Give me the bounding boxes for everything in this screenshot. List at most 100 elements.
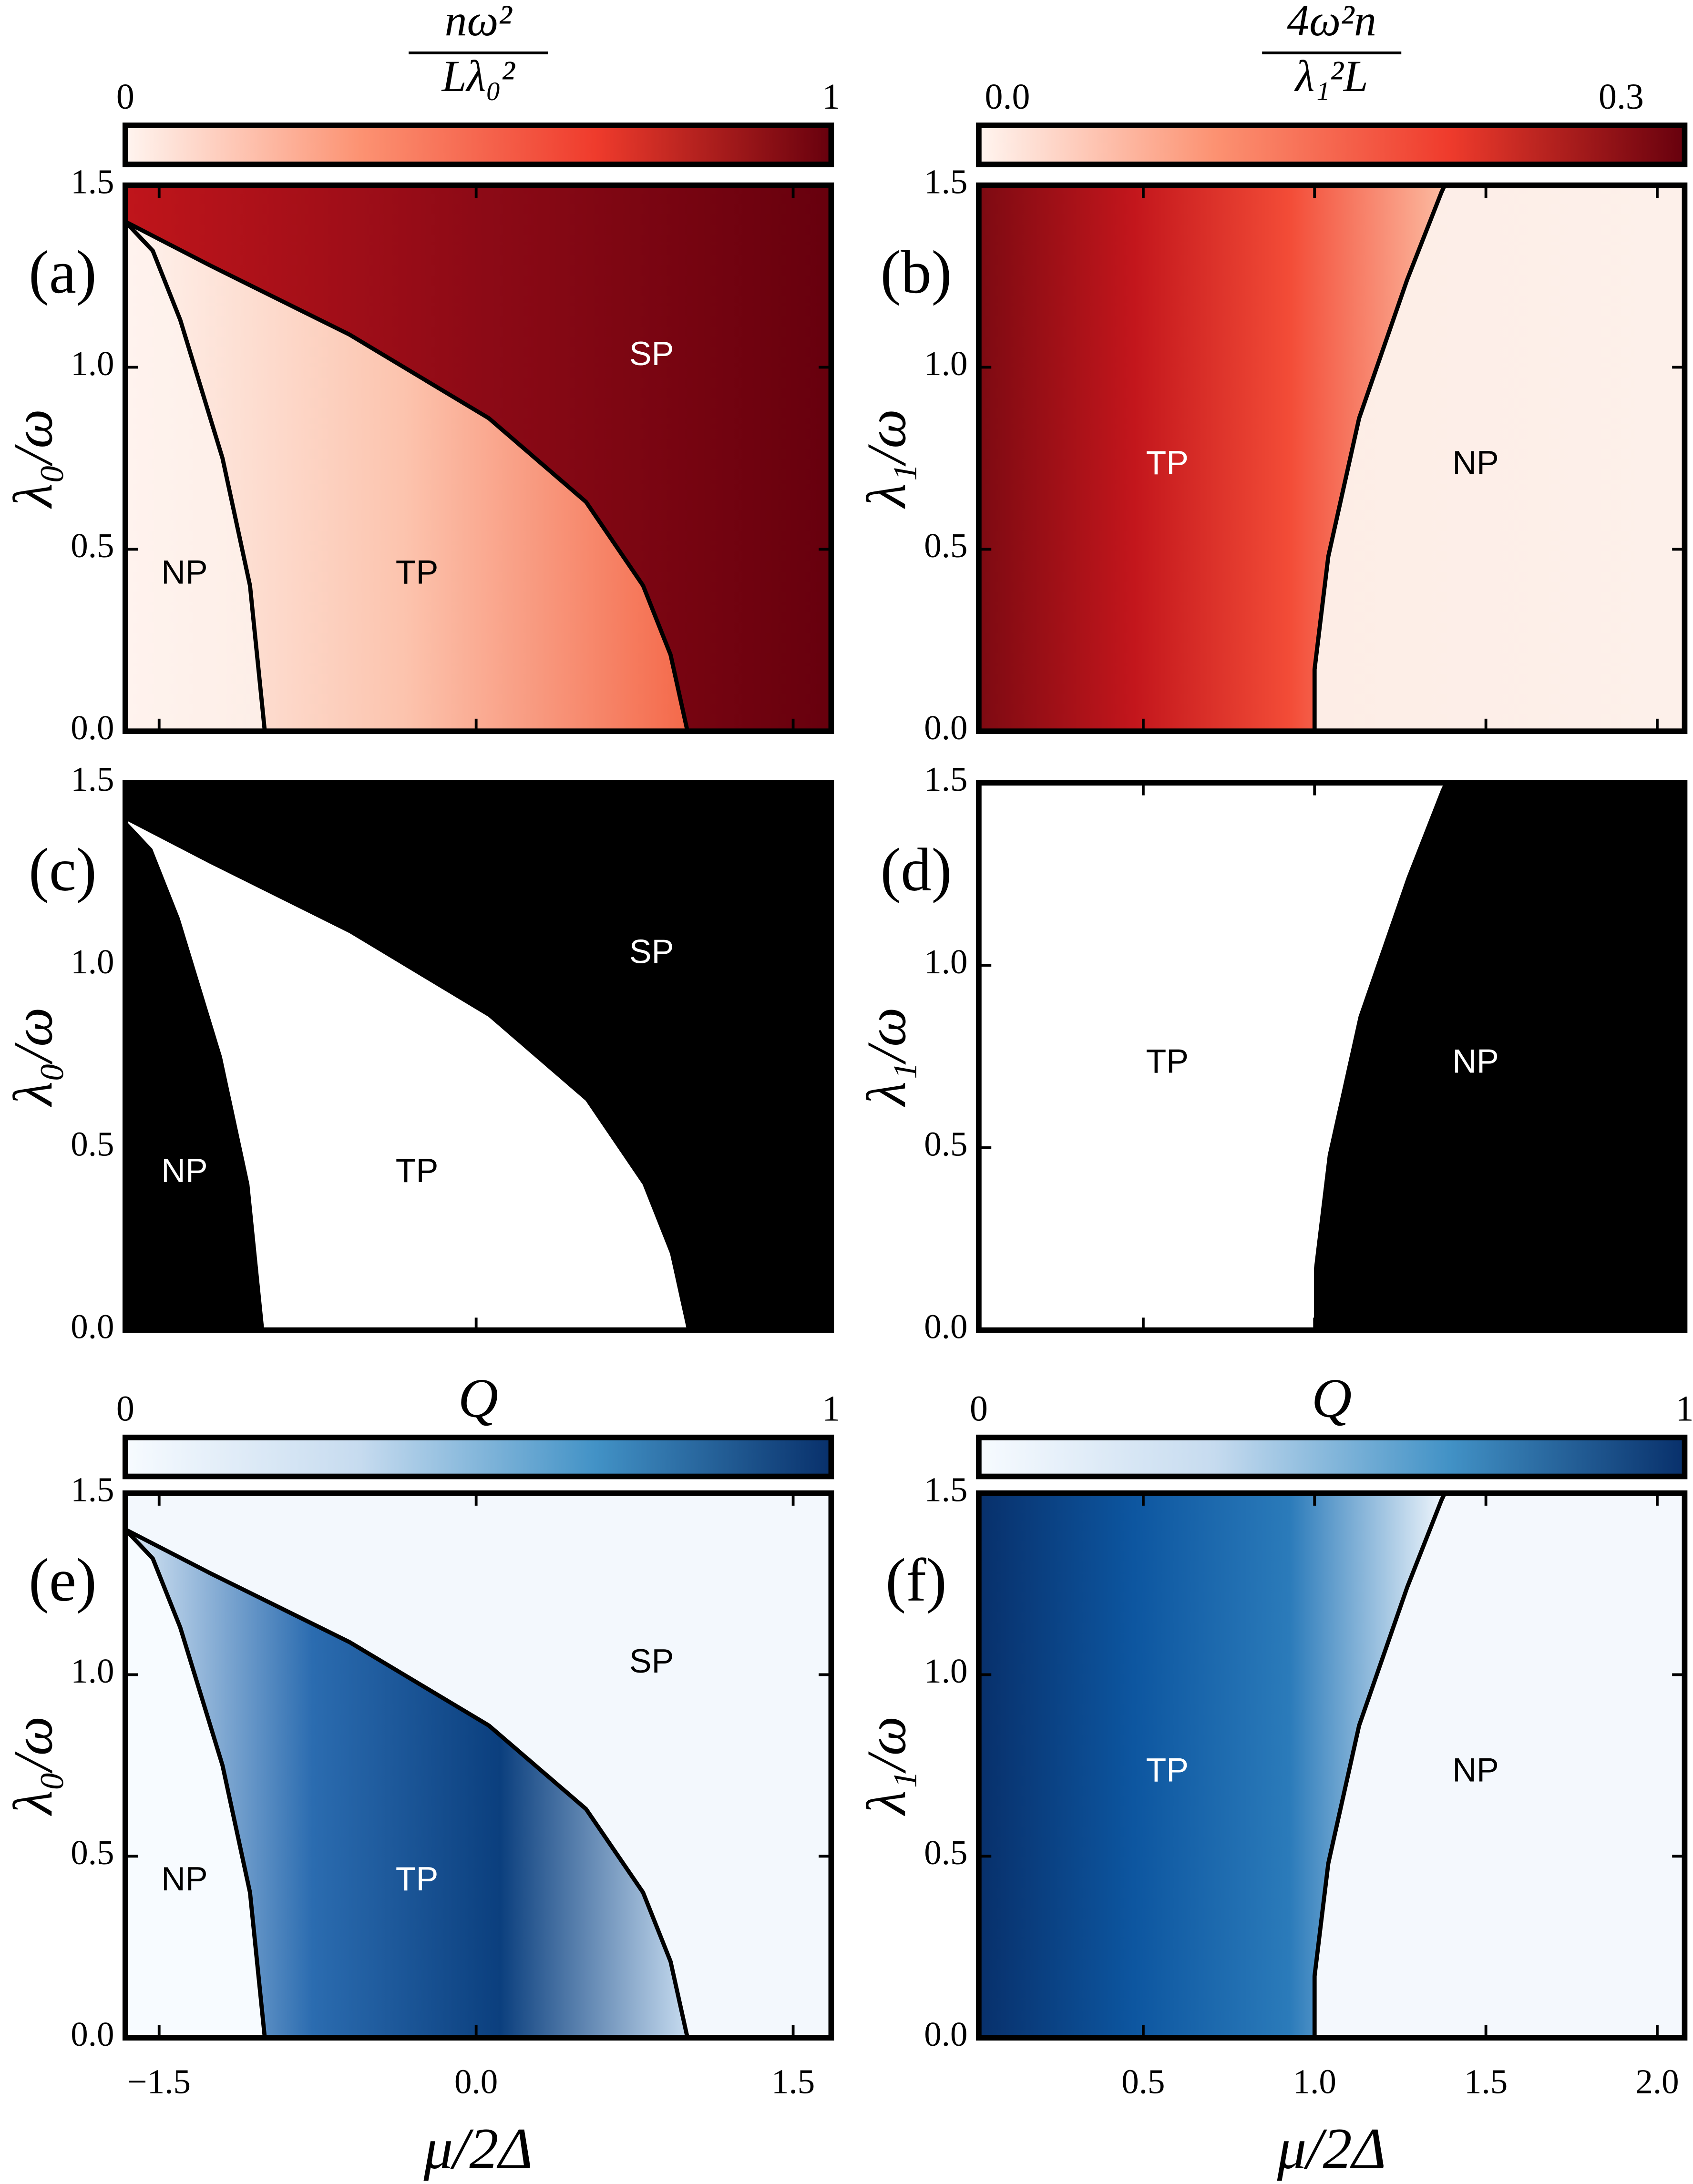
region-label: NP	[1452, 444, 1498, 481]
y-tick-label: 1.5	[924, 1470, 967, 1509]
y-tick-label: 0.0	[924, 2015, 967, 2053]
colorbar-label-denominator: λ₁²L	[1294, 52, 1368, 101]
plot-frame	[122, 182, 834, 734]
region-label: NP	[161, 1860, 207, 1898]
plot-area	[978, 1493, 1685, 2038]
region-label: TP	[396, 1152, 439, 1189]
x-tick-label: −1.5	[128, 2062, 191, 2101]
y-tick-label: 1.0	[924, 344, 967, 383]
y-tick-label: 0.5	[924, 1125, 967, 1163]
y-tick-label: 1.5	[924, 162, 967, 201]
plot-frame	[122, 780, 834, 1333]
panel-label: (f)	[885, 1546, 946, 1614]
y-tick-label: 1.5	[71, 162, 114, 201]
colorbar	[976, 1434, 1688, 1480]
colorbar-tick-label: 1	[822, 77, 840, 117]
y-axis-label: λ₁/ω	[856, 1007, 918, 1107]
region-label: TP	[1146, 1042, 1189, 1080]
y-tick-label: 0.0	[71, 708, 114, 747]
phase-region	[1314, 783, 1685, 1330]
y-axis-label: λ₀/ω	[3, 409, 64, 509]
y-tick-label: 1.5	[71, 1470, 114, 1509]
region-label: NP	[161, 553, 207, 591]
y-axis-label: λ₁/ω	[856, 409, 918, 509]
phase-region	[125, 185, 831, 732]
y-tick-label: 1.0	[71, 1652, 114, 1690]
phase-region	[1314, 185, 1685, 732]
colorbar	[122, 1434, 834, 1480]
y-tick-label: 0.0	[924, 708, 967, 747]
region-label: TP	[1146, 444, 1189, 481]
phase-boundary	[125, 220, 267, 732]
colorbar-label-numerator: 4ω²n	[1287, 0, 1376, 45]
region-label: TP	[396, 1860, 439, 1898]
colorbar-tick-label: 0	[116, 77, 134, 117]
plot-area	[125, 1493, 831, 2038]
colorbar-label-numerator: nω²	[445, 0, 513, 45]
y-tick-label: 0.5	[924, 526, 967, 565]
plot-frame	[122, 1490, 834, 2041]
plot-frame	[976, 182, 1688, 734]
region-label: TP	[1146, 1752, 1189, 1789]
x-tick-label: 1.5	[1464, 2062, 1508, 2101]
region-label: NP	[161, 1152, 207, 1189]
y-tick-label: 0.0	[924, 1307, 967, 1346]
phase-boundary	[1312, 185, 1447, 732]
colorbar-tick-label: 0.0	[985, 77, 1030, 117]
y-axis-label: λ₁/ω	[856, 1716, 918, 1816]
y-tick-label: 0.5	[924, 1833, 967, 1872]
colorbar-tick-label: 1	[822, 1389, 840, 1429]
y-tick-label: 1.5	[71, 760, 114, 798]
region-label: SP	[629, 335, 674, 372]
x-tick-label: 0.5	[1121, 2062, 1165, 2101]
plot-area	[125, 783, 831, 1330]
x-axis-label: μ/2Δ	[423, 2116, 533, 2181]
colorbar-tick-label: 1	[1676, 1389, 1693, 1429]
colorbar-label: Q	[1312, 1368, 1352, 1429]
x-tick-label: 1.5	[771, 2062, 815, 2101]
phase-boundary	[125, 1528, 267, 2038]
colorbar-tick-label: 0.3	[1599, 77, 1644, 117]
y-tick-label: 1.0	[924, 1652, 967, 1690]
phase-region	[125, 222, 687, 732]
phase-region	[125, 222, 265, 732]
colorbar	[122, 122, 834, 167]
x-tick-label: 1.0	[1293, 2062, 1336, 2101]
region-label: NP	[1452, 1042, 1498, 1080]
y-tick-label: 1.0	[924, 942, 967, 981]
phase-region	[978, 1493, 1445, 2038]
y-axis-label: λ₀/ω	[3, 1007, 64, 1107]
y-tick-label: 0.0	[71, 1307, 114, 1346]
colorbar-tick-label: 0	[970, 1389, 988, 1429]
plot-frame	[976, 780, 1688, 1333]
region-label: TP	[396, 553, 439, 591]
y-tick-label: 0.0	[71, 2015, 114, 2053]
y-axis-label: λ₀/ω	[3, 1716, 64, 1816]
y-tick-label: 0.5	[71, 526, 114, 565]
x-tick-label: 2.0	[1635, 2062, 1679, 2101]
x-tick-label: 0.0	[454, 2062, 498, 2101]
y-tick-label: 0.5	[71, 1833, 114, 1872]
colorbar-label: Q	[458, 1368, 498, 1429]
phase-boundary	[125, 1527, 690, 2038]
panel-label: (a)	[29, 238, 97, 306]
y-tick-label: 1.0	[71, 344, 114, 383]
region-label: SP	[629, 933, 674, 970]
phase-boundary	[1312, 1493, 1447, 2038]
colorbar-tick-label: 0	[116, 1389, 134, 1429]
y-tick-label: 1.5	[924, 760, 967, 798]
phase-region	[125, 1529, 687, 2038]
y-tick-label: 1.0	[71, 942, 114, 981]
y-tick-label: 0.5	[71, 1125, 114, 1163]
plot-area	[125, 185, 831, 732]
panel-label: (d)	[881, 836, 952, 904]
region-label: NP	[1452, 1752, 1498, 1789]
colorbar-label-denominator: Lλ₀²	[441, 52, 516, 101]
panel-label: (c)	[29, 836, 97, 904]
plot-frame	[976, 1490, 1688, 2041]
phase-boundary	[125, 220, 690, 732]
panel-label: (e)	[29, 1546, 97, 1614]
plot-area	[978, 783, 1685, 1330]
